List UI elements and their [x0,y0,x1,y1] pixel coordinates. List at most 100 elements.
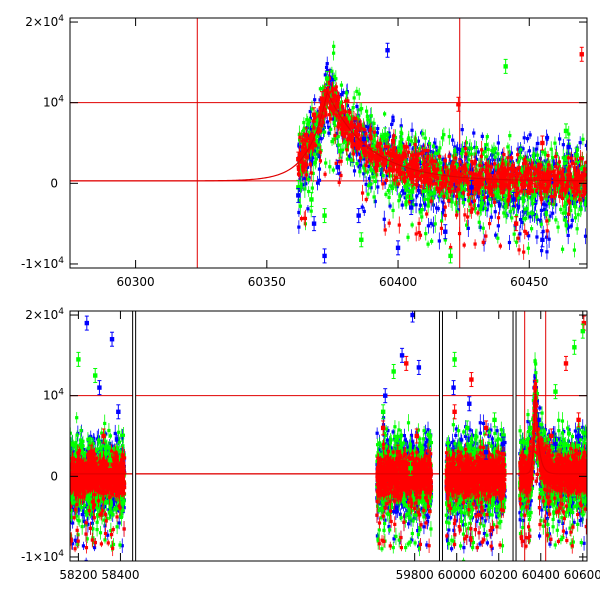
data-point [508,134,512,138]
data-point [420,168,424,173]
data-point [449,245,453,250]
data-point [491,175,495,179]
data-point [508,198,512,202]
data-point [431,179,436,183]
data-point [478,185,482,189]
data-point [489,215,493,219]
data-point [331,117,335,121]
data-point [315,181,320,185]
data-point [534,179,538,183]
data-point [303,176,307,180]
data-point [484,143,489,147]
data-point [385,173,389,178]
data-point [435,186,439,190]
data-point [298,163,302,167]
data-point [522,217,526,221]
data-point [407,193,411,198]
data-point [433,159,437,163]
data-point [454,202,458,206]
data-point [335,131,339,136]
data-point [367,153,372,157]
data-point [353,146,357,150]
data-point [299,132,304,136]
data-point [516,206,520,210]
data-point [325,105,329,109]
data-point [441,157,445,161]
data-point [440,219,444,223]
data-point [371,127,375,131]
data-point [458,160,462,164]
data-point [482,150,487,154]
data-point [312,126,316,130]
data-point [387,195,391,199]
data-point [538,185,542,189]
data-point [411,147,415,151]
data-point [523,207,527,211]
data-point [496,141,500,145]
data-point [482,185,486,190]
data-point [417,230,421,235]
data-point [556,225,560,229]
data-point [359,126,363,130]
data-point [427,198,431,202]
data-point [429,150,433,154]
data-point [405,179,409,184]
data-point [381,173,385,178]
data-point [584,182,587,186]
data-point [418,210,422,214]
data-point [472,181,476,185]
data-point [512,232,516,236]
data-point [474,146,479,150]
data-point [422,187,426,192]
data-point [432,191,436,195]
data-point [474,167,478,171]
data-point [371,147,376,151]
data-point [525,206,529,210]
data-point [566,192,570,196]
data-point [460,148,465,152]
data-point [540,150,545,154]
data-point [301,128,306,132]
data-point [310,133,314,137]
data-point [424,232,428,236]
data-point [460,128,464,132]
data-point [480,148,484,152]
data-point [583,234,587,238]
data-point [372,121,376,126]
data-point [575,227,579,231]
data-point [418,176,423,180]
data-point [299,217,304,221]
data-point [423,201,427,205]
data-point [518,217,523,222]
data-point [405,158,409,162]
data-point [527,149,531,153]
data-point [542,166,546,170]
data-point [516,160,520,164]
data-point [387,221,391,225]
data-point [317,167,322,171]
data-point [554,162,559,166]
data-point [430,194,434,198]
data-point [367,176,372,181]
data-point [455,213,459,217]
data-point [494,165,498,169]
data-point [561,156,565,160]
data-point [350,134,354,138]
data-point [368,120,372,124]
data-point [518,232,522,236]
data-point [395,155,399,159]
data-point [477,204,481,208]
data-point [388,156,392,160]
data-point [476,195,481,199]
data-point [578,193,582,197]
data-point [357,92,361,96]
data-point [496,152,500,156]
data-point [551,159,555,163]
data-point [545,235,549,239]
data-point [331,77,335,81]
data-point [476,211,480,215]
data-point [436,163,440,168]
data-point [356,113,360,118]
data-point [517,166,521,170]
data-point [497,195,502,199]
